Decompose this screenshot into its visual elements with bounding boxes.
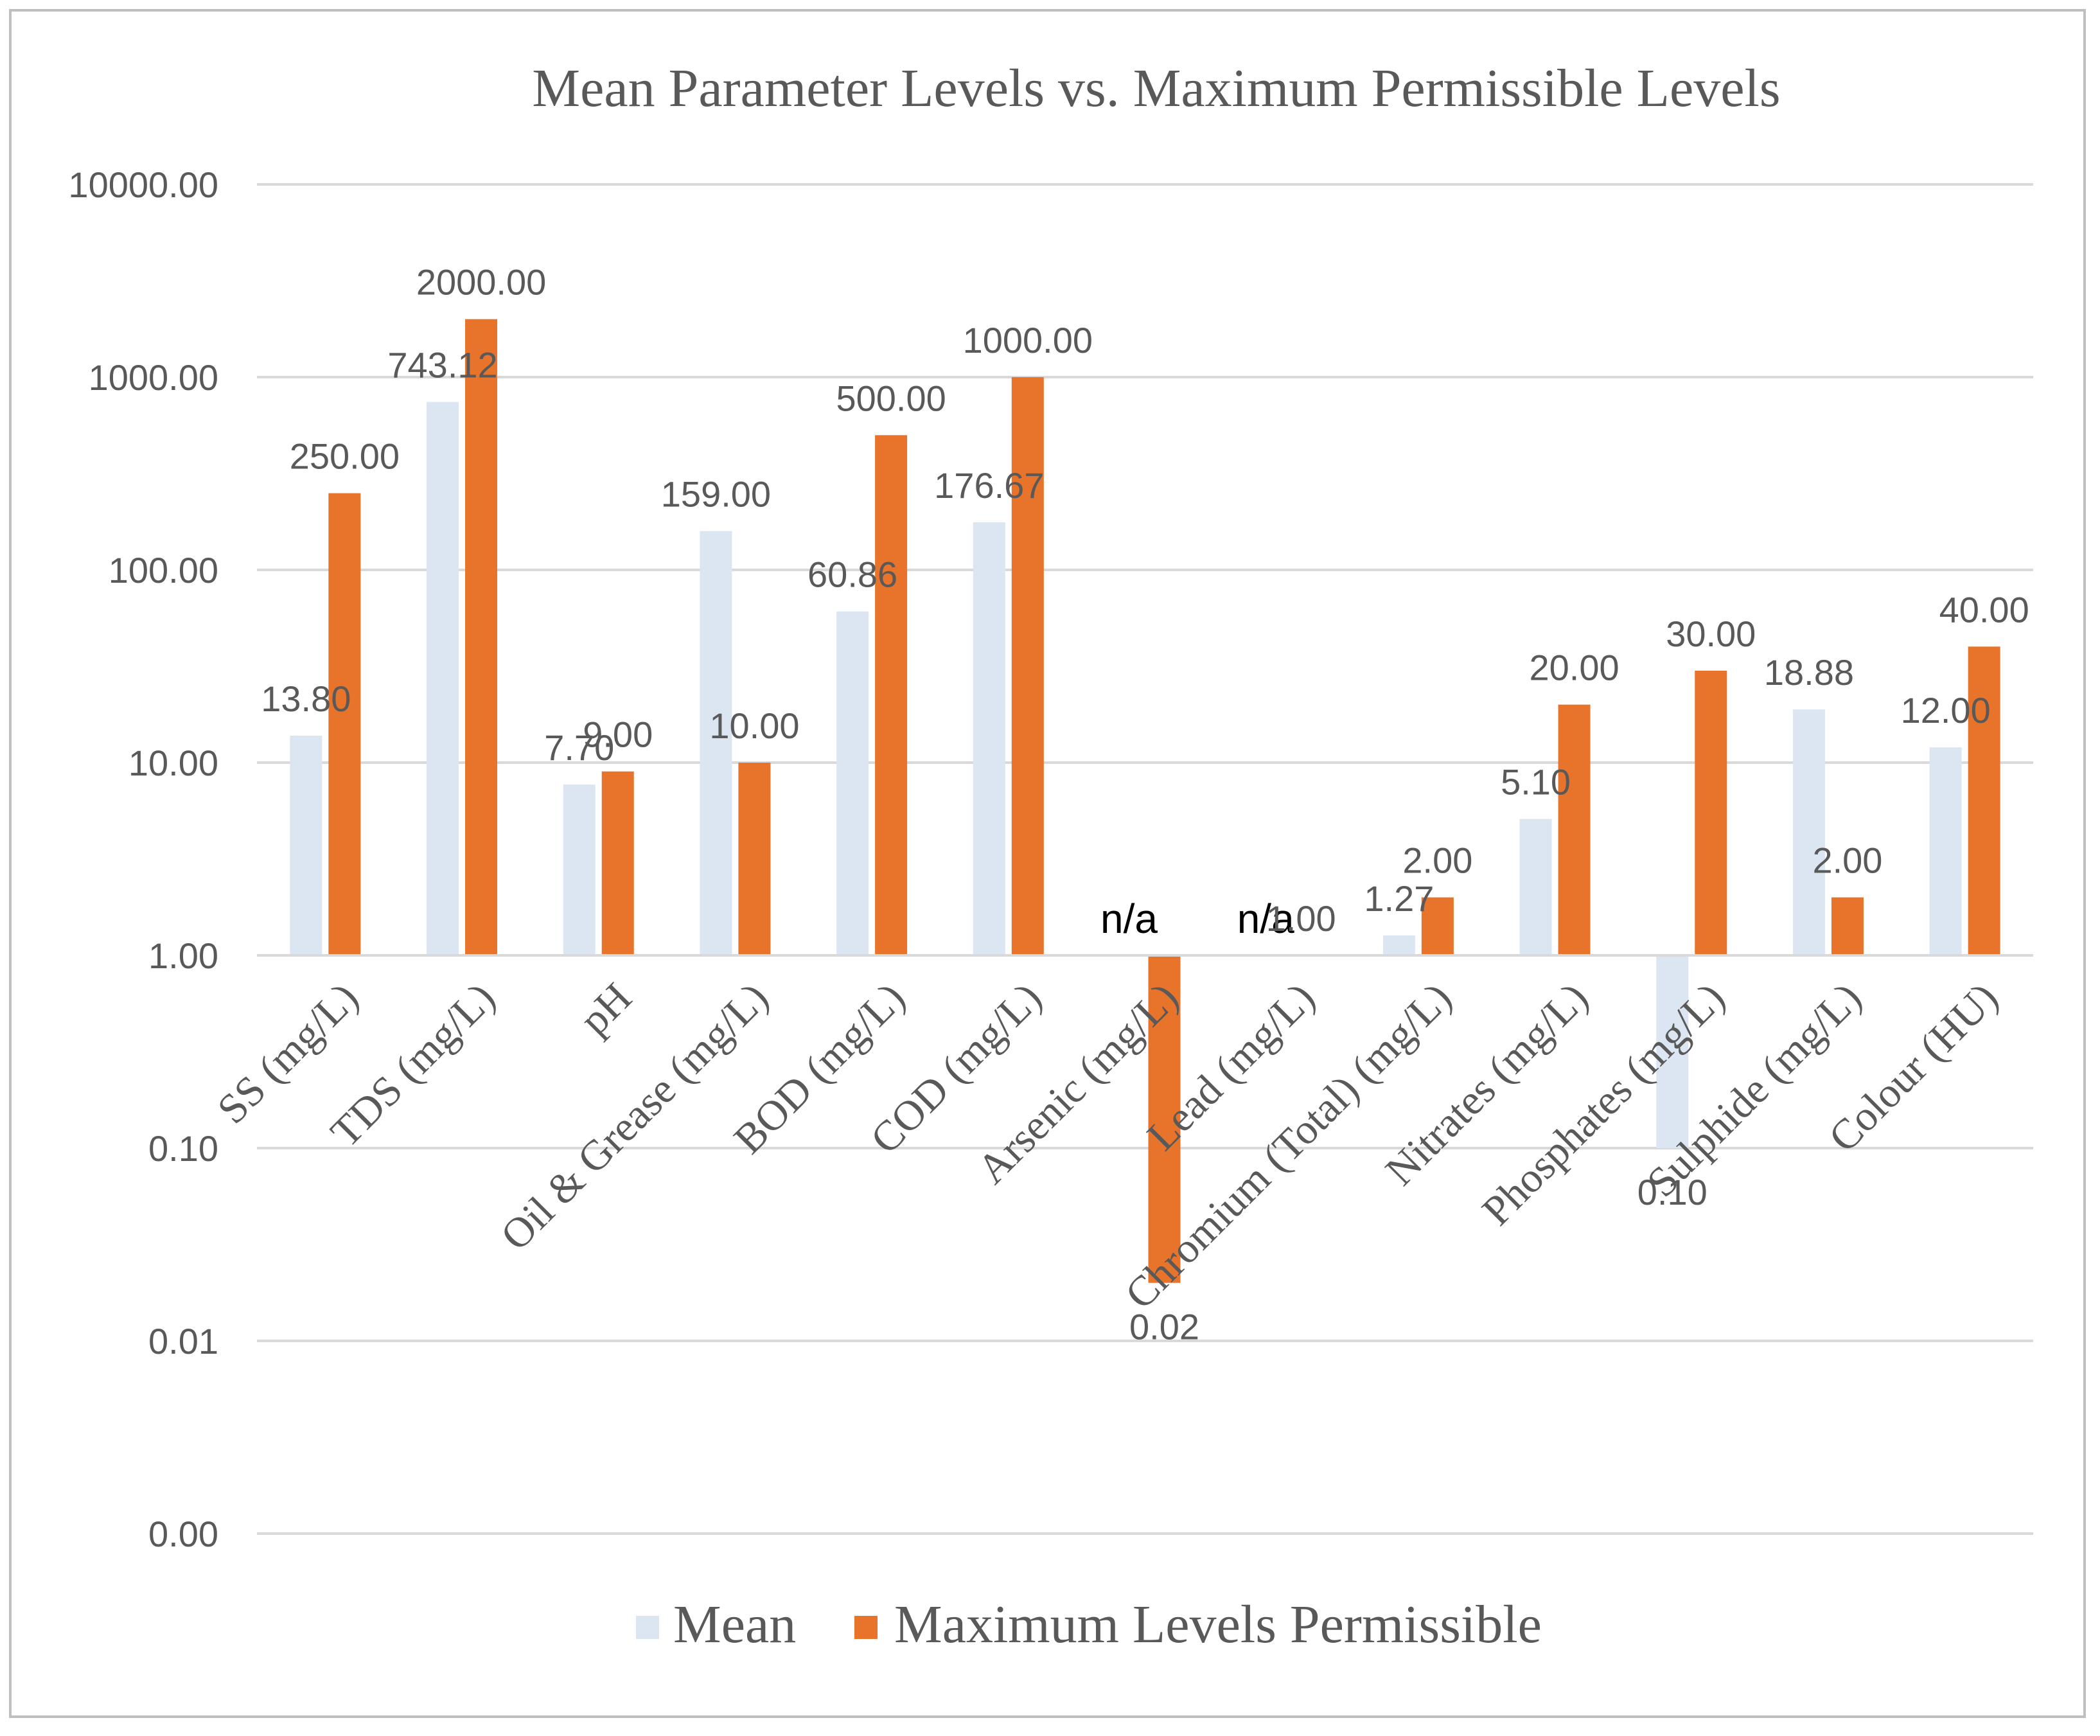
bar-maximum [1831, 897, 1864, 955]
bar-mean [1792, 709, 1825, 955]
y-axis-ticks: 10000.00 1000.00 100.00 10.00 1.00 0.10 0.01 0.… [68, 164, 218, 1554]
y-tick-label: 10.00 [128, 743, 218, 783]
bar-mean [1929, 747, 1962, 955]
data-label: 176.67 [934, 465, 1044, 506]
data-label: 0.02 [1129, 1307, 1199, 1347]
y-tick-label: 1000.00 [89, 357, 218, 398]
bar-maximum [1695, 670, 1727, 955]
data-label-na: n/a [1237, 896, 1294, 942]
data-label: 1000.00 [963, 320, 1093, 360]
bar-maximum [465, 319, 498, 955]
y-tick-label: 0.01 [148, 1321, 218, 1361]
bar-maximum [738, 763, 771, 955]
bar-maximum [1968, 646, 2000, 955]
bar-mean [563, 784, 596, 955]
data-label: 12.00 [1901, 690, 1991, 731]
data-label: 743.12 [387, 345, 497, 385]
bars [290, 319, 2000, 1283]
bar-maximum [875, 435, 908, 955]
data-label: 5.10 [1501, 762, 1571, 802]
data-label: 9.00 [583, 714, 653, 755]
y-tick-label: 10000.00 [68, 164, 218, 205]
data-label: 40.00 [1939, 589, 2029, 630]
data-label: 250.00 [290, 436, 400, 477]
data-label: 2.00 [1812, 840, 1882, 881]
bar-mean [1519, 819, 1552, 955]
data-label: 18.88 [1764, 652, 1854, 693]
x-tick-label: Oil & Grease (mg/L) [492, 974, 777, 1259]
bar-maximum [1148, 955, 1181, 1283]
legend-label-maximum: Maximum Levels Permissible [894, 1595, 1542, 1654]
bar-maximum [1558, 704, 1591, 955]
chart-title: Mean Parameter Levels vs. Maximum Permis… [532, 58, 1780, 118]
legend-swatch-mean [636, 1616, 659, 1639]
data-label: 0.10 [1637, 1172, 1707, 1212]
bar-mean [700, 531, 732, 955]
bar-maximum [328, 493, 361, 955]
data-label-na: n/a [1100, 896, 1158, 942]
y-tick-label: 0.00 [148, 1514, 218, 1554]
data-label: 10.00 [709, 705, 799, 746]
bar-mean [290, 736, 322, 955]
bar-maximum [601, 771, 634, 955]
legend-label-mean: Mean [673, 1595, 796, 1654]
data-label: 30.00 [1666, 614, 1756, 654]
data-label: 60.86 [807, 554, 897, 595]
data-label: 2000.00 [416, 262, 546, 303]
legend-swatch-maximum [854, 1616, 878, 1639]
bar-maximum [1011, 377, 1044, 955]
data-label: 1.00 [1266, 898, 1336, 939]
data-label: 2.00 [1402, 840, 1472, 881]
data-label: 500.00 [836, 378, 946, 418]
bar-mean [427, 402, 459, 955]
data-label: 13.80 [261, 678, 351, 719]
y-tick-label: 0.10 [148, 1128, 218, 1169]
y-tick-label: 1.00 [148, 935, 218, 976]
data-label: 1.27 [1364, 878, 1434, 919]
bar-maximum [1421, 897, 1454, 955]
data-label: 159.00 [661, 474, 771, 515]
y-tick-label: 100.00 [109, 550, 218, 590]
data-label: 20.00 [1530, 648, 1619, 688]
bar-mean [973, 522, 1005, 955]
bar-mean [836, 611, 869, 955]
x-tick-label: pH [571, 974, 641, 1044]
legend[interactable]: Mean Maximum Levels Permissible [636, 1595, 1542, 1654]
bar-mean [1382, 935, 1415, 955]
data-label: 7.70 [544, 727, 614, 768]
bar-mean [1656, 955, 1689, 1148]
